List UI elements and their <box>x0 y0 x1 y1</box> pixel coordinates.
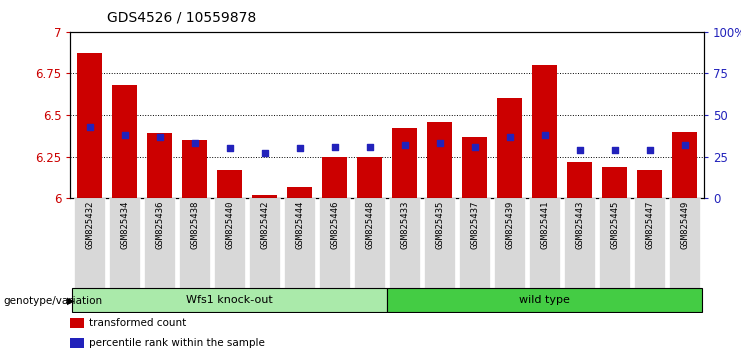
Bar <box>462 137 487 198</box>
Text: ▶: ▶ <box>67 296 74 306</box>
FancyBboxPatch shape <box>389 198 420 289</box>
Text: GSM825435: GSM825435 <box>435 201 444 249</box>
FancyBboxPatch shape <box>72 288 387 312</box>
Bar <box>288 187 312 198</box>
Text: GSM825444: GSM825444 <box>295 201 304 249</box>
Text: Wfs1 knock-out: Wfs1 knock-out <box>186 295 273 305</box>
Bar <box>357 156 382 198</box>
Point <box>539 132 551 138</box>
Bar <box>428 122 452 198</box>
Text: GSM825443: GSM825443 <box>575 201 584 249</box>
FancyBboxPatch shape <box>529 198 560 289</box>
Bar <box>217 170 242 198</box>
Text: GSM825448: GSM825448 <box>365 201 374 249</box>
Point <box>189 141 201 146</box>
FancyBboxPatch shape <box>424 198 456 289</box>
Point <box>329 144 341 149</box>
Text: genotype/variation: genotype/variation <box>4 296 103 306</box>
FancyBboxPatch shape <box>459 198 491 289</box>
Text: GSM825439: GSM825439 <box>505 201 514 249</box>
Point <box>224 145 236 151</box>
Point <box>153 134 165 139</box>
Text: percentile rank within the sample: percentile rank within the sample <box>89 338 265 348</box>
Bar <box>533 65 557 198</box>
Text: GSM825441: GSM825441 <box>540 201 549 249</box>
Point <box>504 134 516 139</box>
Text: GSM825432: GSM825432 <box>85 201 94 249</box>
Point <box>679 142 691 148</box>
FancyBboxPatch shape <box>354 198 385 289</box>
FancyBboxPatch shape <box>74 198 105 289</box>
Text: GSM825434: GSM825434 <box>120 201 129 249</box>
FancyBboxPatch shape <box>214 198 245 289</box>
Bar <box>672 132 697 198</box>
Point <box>609 147 621 153</box>
FancyBboxPatch shape <box>599 198 631 289</box>
Text: GSM825433: GSM825433 <box>400 201 409 249</box>
FancyBboxPatch shape <box>669 198 700 289</box>
FancyBboxPatch shape <box>564 198 596 289</box>
Text: GSM825446: GSM825446 <box>330 201 339 249</box>
Point <box>433 141 445 146</box>
Text: GSM825442: GSM825442 <box>260 201 269 249</box>
Bar <box>602 167 627 198</box>
Point <box>364 144 376 149</box>
Text: GDS4526 / 10559878: GDS4526 / 10559878 <box>107 11 256 25</box>
FancyBboxPatch shape <box>179 198 210 289</box>
Text: transformed count: transformed count <box>89 318 186 328</box>
Point <box>259 150 270 156</box>
Point <box>119 132 130 138</box>
FancyBboxPatch shape <box>319 198 350 289</box>
Text: GSM825436: GSM825436 <box>155 201 165 249</box>
FancyBboxPatch shape <box>284 198 316 289</box>
Text: GSM825438: GSM825438 <box>190 201 199 249</box>
FancyBboxPatch shape <box>387 288 702 312</box>
Point <box>399 142 411 148</box>
Bar <box>568 162 592 198</box>
Point <box>644 147 656 153</box>
Bar <box>637 170 662 198</box>
FancyBboxPatch shape <box>634 198 665 289</box>
Text: GSM825447: GSM825447 <box>645 201 654 249</box>
Bar <box>113 85 137 198</box>
Point <box>574 147 585 153</box>
Text: GSM825445: GSM825445 <box>610 201 619 249</box>
Bar <box>182 140 207 198</box>
Bar <box>77 53 102 198</box>
FancyBboxPatch shape <box>109 198 140 289</box>
Point <box>293 145 305 151</box>
Bar <box>393 129 417 198</box>
Text: GSM825437: GSM825437 <box>471 201 479 249</box>
Text: wild type: wild type <box>519 295 570 305</box>
Point <box>469 144 481 149</box>
Bar <box>322 156 347 198</box>
Bar <box>147 133 172 198</box>
Bar <box>253 195 277 198</box>
FancyBboxPatch shape <box>249 198 280 289</box>
Point <box>84 124 96 130</box>
Text: GSM825449: GSM825449 <box>680 201 689 249</box>
FancyBboxPatch shape <box>494 198 525 289</box>
Text: GSM825440: GSM825440 <box>225 201 234 249</box>
Bar <box>497 98 522 198</box>
FancyBboxPatch shape <box>144 198 176 289</box>
